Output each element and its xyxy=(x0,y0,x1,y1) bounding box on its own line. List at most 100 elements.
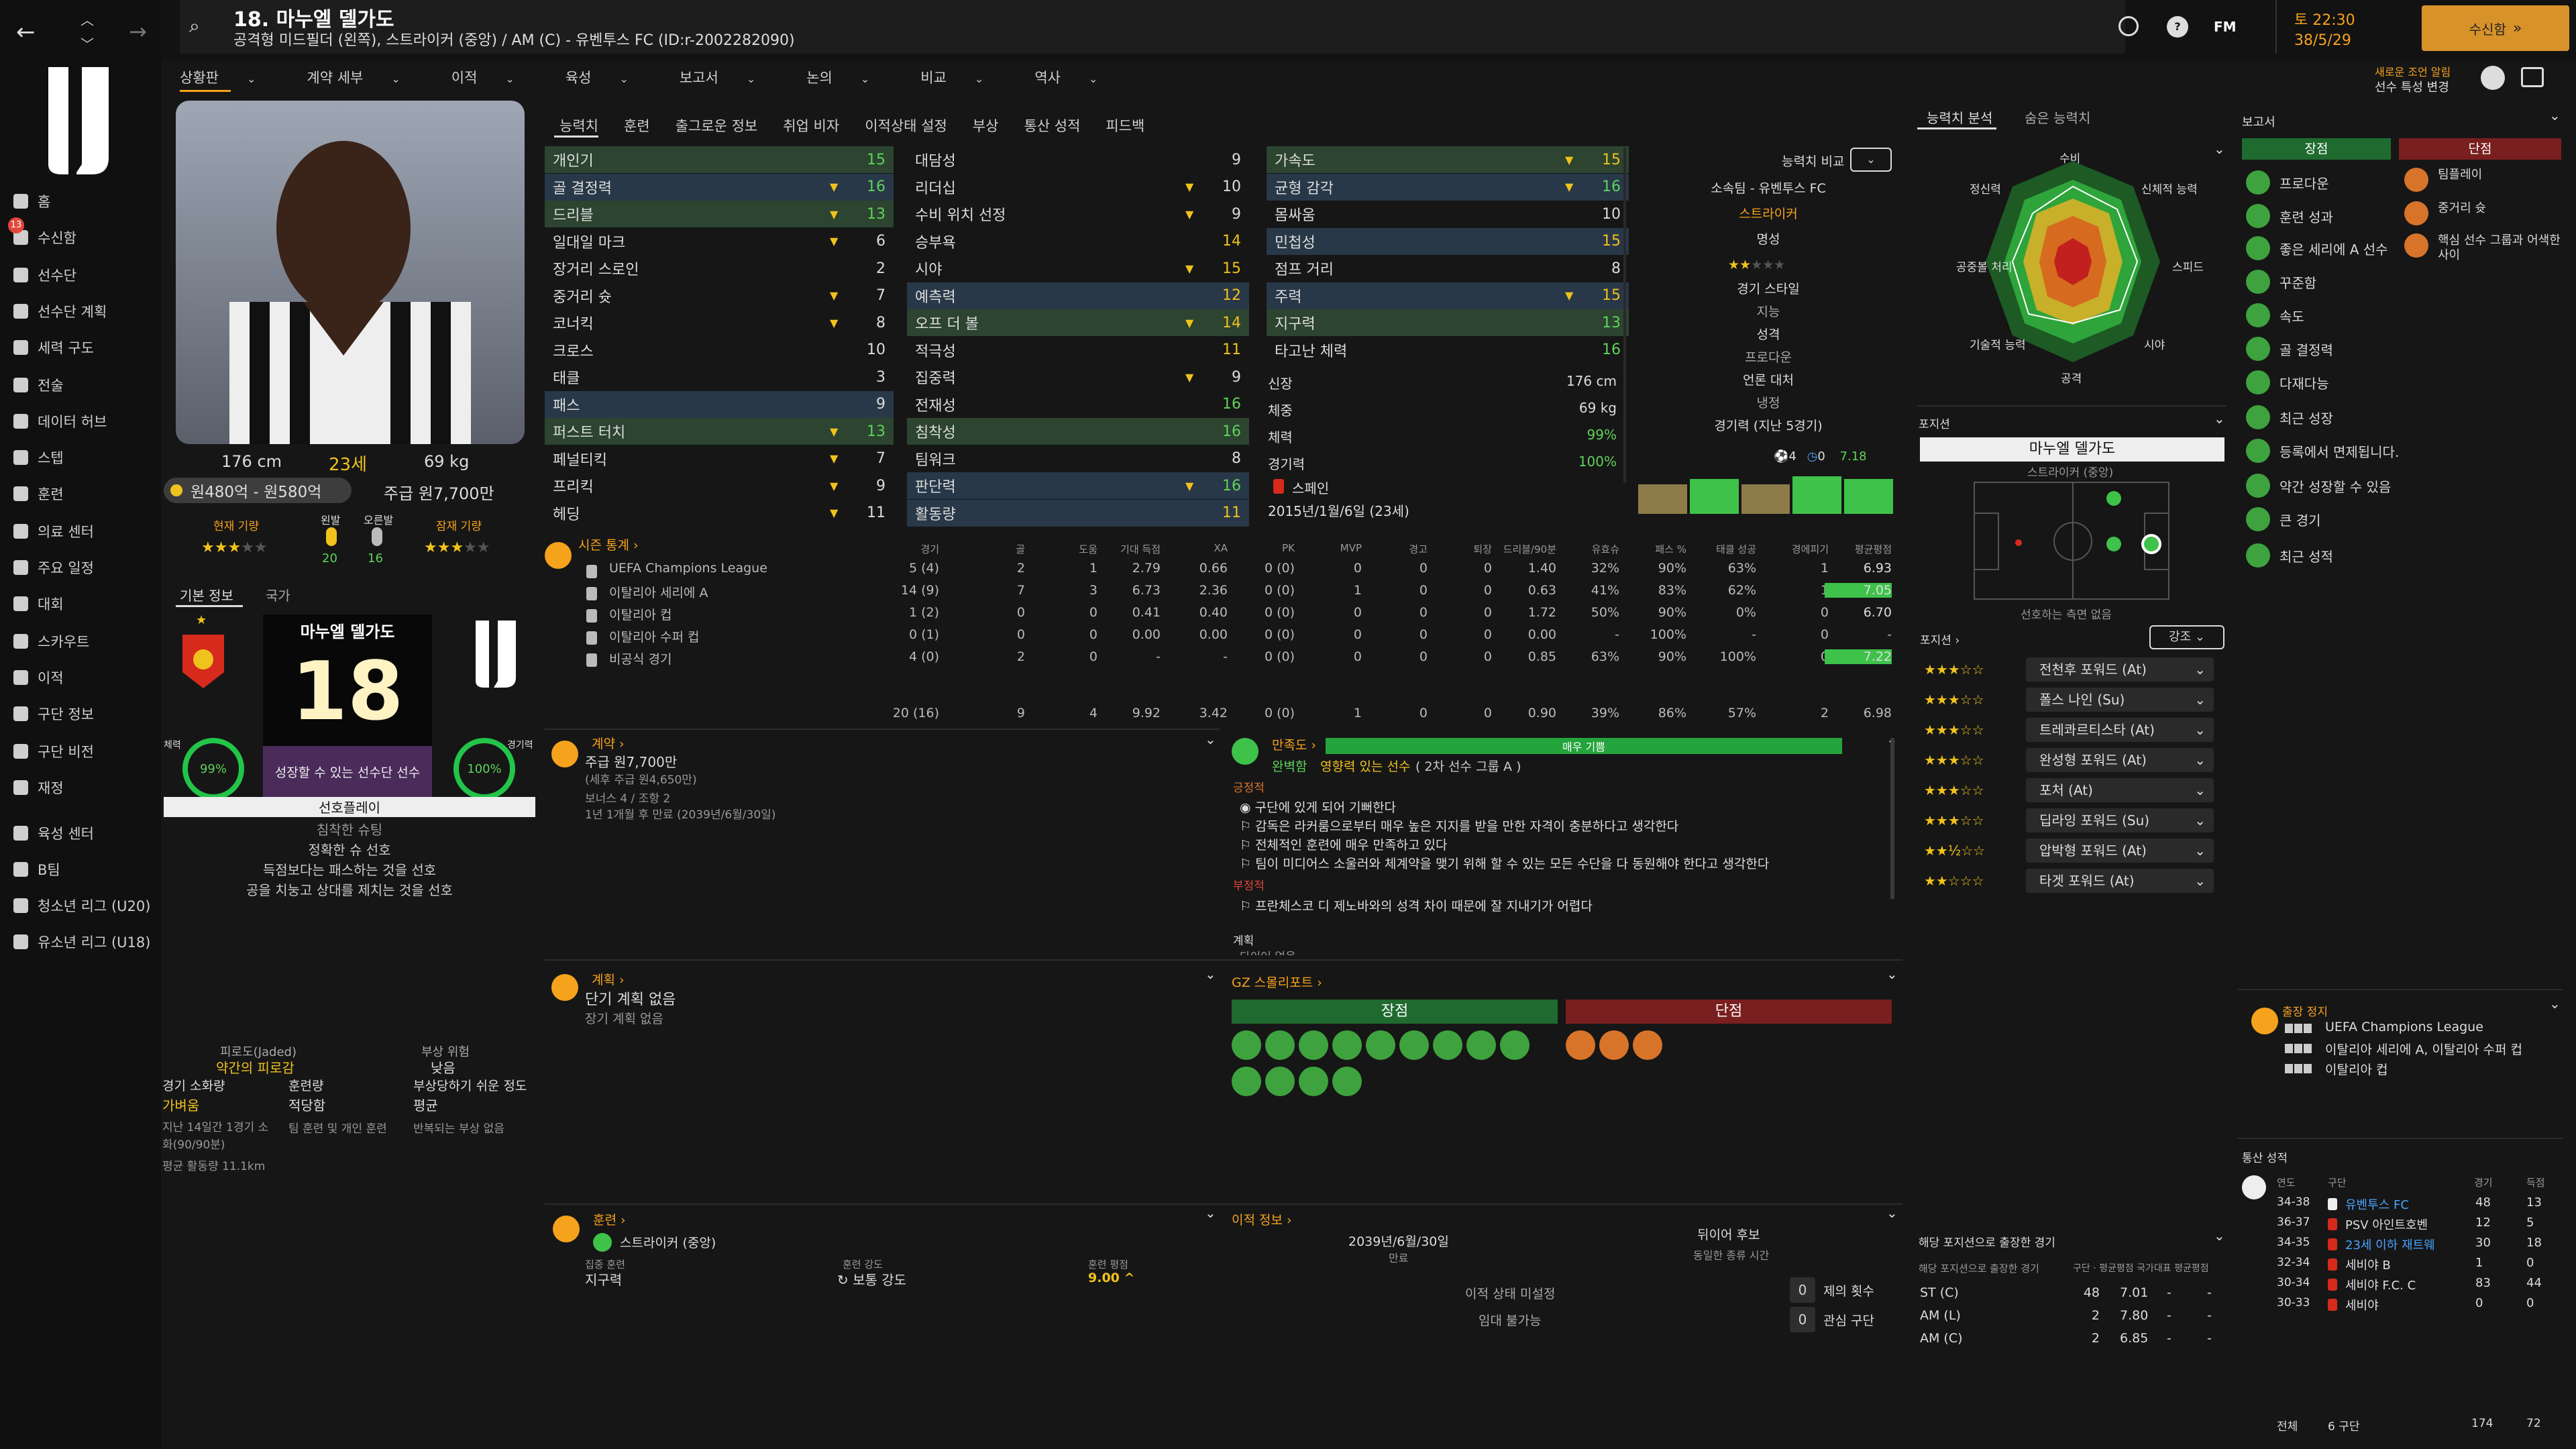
attribute-row[interactable]: 태클 3 xyxy=(545,364,894,390)
transfer-chevron-icon[interactable]: ⌄ xyxy=(1886,1205,1898,1221)
tab-main-6[interactable]: 비교 ⌄ xyxy=(920,67,1009,87)
attribute-row[interactable]: 승부욕 14 xyxy=(907,228,1249,255)
report-pro-item[interactable]: 프로다운 xyxy=(2246,168,2329,197)
globe-icon[interactable] xyxy=(2118,16,2139,36)
stats-header[interactable]: 드리블/90분 xyxy=(1503,543,1556,555)
tab-main-5[interactable]: 논의 ⌄ xyxy=(806,67,895,87)
sidebar-item-11[interactable]: 대회 xyxy=(13,590,64,617)
tab-main-3[interactable]: 육성 ⌄ xyxy=(566,67,654,87)
stats-comp[interactable]: 이탈리아 컵 xyxy=(609,608,672,623)
role-row[interactable]: ★★★☆☆ 완성형 포워드 (At) ⌄ xyxy=(1919,748,2227,775)
notice-line2[interactable]: 선수 특성 변경 xyxy=(2375,80,2449,95)
tab-basic-info[interactable]: 기본 정보 xyxy=(180,588,233,604)
attribute-row[interactable]: 프리킥 ▼ 9 xyxy=(545,472,894,499)
contract-chevron-icon[interactable]: ⌄ xyxy=(1205,731,1216,747)
back-icon[interactable]: ← xyxy=(16,19,36,46)
sidebar-item-2[interactable]: 선수단 xyxy=(13,262,76,288)
training-title[interactable]: 훈련 › xyxy=(593,1213,626,1228)
role-label[interactable]: 타겟 포워드 (At) ⌄ xyxy=(2026,869,2214,893)
report-pro-item[interactable]: 훈련 성과 xyxy=(2246,201,2333,231)
attribute-row[interactable]: 장거리 스로인 2 xyxy=(545,255,894,282)
attribute-row[interactable]: 개인기 15 xyxy=(545,146,894,173)
career-club[interactable]: PSV 아인트호벤 xyxy=(2345,1218,2428,1232)
career-club[interactable]: 세비야 F.C. C xyxy=(2345,1279,2416,1293)
career-club[interactable]: 유벤투스 FC xyxy=(2345,1198,2409,1212)
stats-comp[interactable]: UEFA Champions League xyxy=(609,561,767,576)
attribute-row[interactable]: 가속도 ▼ 15 xyxy=(1267,146,1629,173)
stats-header[interactable]: 경에피기 xyxy=(1791,543,1829,555)
report-pro-item[interactable]: 최근 성적 xyxy=(2246,541,2333,570)
career-club[interactable]: 23세 이하 재트웨 xyxy=(2345,1238,2435,1252)
down-icon[interactable]: ﹀ xyxy=(80,36,94,52)
plan-chevron-icon[interactable]: ⌄ xyxy=(1205,966,1216,982)
report-chevron-icon[interactable]: ⌄ xyxy=(2549,107,2561,123)
report-pro-item[interactable]: 약간 성장할 수 있음 xyxy=(2246,471,2391,500)
notification-icon[interactable] xyxy=(2481,66,2505,90)
report-pro-item[interactable]: 다재다능 xyxy=(2246,368,2329,397)
attribute-row[interactable]: 골 결정력 ▼ 16 xyxy=(545,173,894,201)
help-icon[interactable]: ? xyxy=(2167,16,2188,38)
transfer-title[interactable]: 이적 정보 › xyxy=(1232,1213,1292,1228)
role-row[interactable]: ★★½☆☆ 압박형 포워드 (At) ⌄ xyxy=(1919,839,2227,865)
attribute-row[interactable]: 점프 거리 8 xyxy=(1267,255,1629,282)
forward-icon[interactable]: → xyxy=(129,19,147,44)
sidebar-item-0[interactable]: 홈 xyxy=(13,188,50,215)
role-label[interactable]: 전천후 포워드 (At) ⌄ xyxy=(2026,657,2214,682)
report-con-item[interactable]: 중거리 슛 xyxy=(2404,201,2563,231)
career-club[interactable]: 세비야 B xyxy=(2345,1258,2391,1273)
role-row[interactable]: ★★★☆☆ 딥라잉 포워드 (Su) ⌄ xyxy=(1919,808,2227,835)
role-row[interactable]: ★★★☆☆ 폴스 나인 (Su) ⌄ xyxy=(1919,688,2227,714)
attribute-row[interactable]: 시야 ▼ 15 xyxy=(907,255,1249,282)
attribute-row[interactable]: 판단력 ▼ 16 xyxy=(907,472,1249,499)
contract-title[interactable]: 계약 › xyxy=(592,737,625,751)
sidebar-item-4[interactable]: 세력 구도 xyxy=(13,334,94,361)
attribute-row[interactable]: 균형 감각 ▼ 16 xyxy=(1267,173,1629,201)
stats-comp[interactable]: 비공식 경기 xyxy=(609,652,672,667)
tab-sub-1[interactable]: 훈련 xyxy=(623,118,650,134)
attribute-row[interactable]: 몸싸움 10 xyxy=(1267,201,1629,227)
tab-main-2[interactable]: 이적 ⌄ xyxy=(451,67,540,87)
role-label[interactable]: 폴스 나인 (Su) ⌄ xyxy=(2026,688,2214,712)
tab-sub-2[interactable]: 출그로운 정보 xyxy=(675,118,758,134)
satisfaction-title[interactable]: 만족도 › xyxy=(1272,738,1317,753)
fm-logo[interactable]: FM xyxy=(2214,19,2237,35)
sidebar-item-13[interactable]: 이적 xyxy=(13,664,64,691)
sidebar-item-14[interactable]: 구단 정보 xyxy=(13,700,94,727)
report-pro-item[interactable]: 큰 경기 xyxy=(2246,504,2321,534)
sidebar-item-15[interactable]: 구단 비전 xyxy=(13,738,94,765)
role-label[interactable]: 완성형 포워드 (At) ⌄ xyxy=(2026,748,2214,772)
attribute-row[interactable]: 퍼스트 터치 ▼ 13 xyxy=(545,418,894,445)
attribute-row[interactable]: 주력 ▼ 15 xyxy=(1267,282,1629,309)
stats-title[interactable]: 시즌 통계 › xyxy=(578,538,639,553)
role-label[interactable]: 트레콰르티스타 (At) ⌄ xyxy=(2026,718,2214,742)
sidebar-item-3[interactable]: 선수단 계획 xyxy=(13,298,107,325)
tab-main-7[interactable]: 역사 ⌄ xyxy=(1034,67,1123,87)
stats-header[interactable]: 기대 득점 xyxy=(1120,543,1161,555)
stats-header[interactable]: 퇴장 xyxy=(1473,543,1492,555)
sidebar-item-8[interactable]: 훈련 xyxy=(13,480,64,507)
tab-main-1[interactable]: 계약 세부 ⌄ xyxy=(307,67,425,87)
tab-hidden-attrs[interactable]: 숨은 능력치 xyxy=(2025,110,2091,126)
attribute-row[interactable]: 예측력 12 xyxy=(907,282,1249,309)
sidebar-item-7[interactable]: 스텝 xyxy=(13,444,64,471)
tab-nation[interactable]: 국가 xyxy=(266,588,290,604)
report-pro-item[interactable]: 골 결정력 xyxy=(2246,334,2333,364)
attribute-row[interactable]: 코너킥 ▼ 8 xyxy=(545,309,894,336)
tab-sub-3[interactable]: 취업 비자 xyxy=(783,118,840,134)
sidebar-item-18[interactable]: B팀 xyxy=(13,856,60,883)
tab-main-0[interactable]: 상황판 ⌄ xyxy=(180,67,281,87)
tab-sub-7[interactable]: 피드백 xyxy=(1106,118,1145,134)
sidebar-item-17[interactable]: 육성 센터 xyxy=(13,820,94,847)
suspension-chevron-icon[interactable]: ⌄ xyxy=(2549,996,2561,1012)
screen-icon[interactable] xyxy=(2521,67,2544,87)
sidebar-item-6[interactable]: 데이터 허브 xyxy=(13,408,107,435)
stats-header[interactable]: 태클 성공 xyxy=(1716,543,1756,555)
scout-chevron-icon[interactable]: ⌄ xyxy=(1886,966,1898,982)
attribute-row[interactable]: 활동량 11 xyxy=(907,499,1249,527)
tab-main-4[interactable]: 보고서 ⌄ xyxy=(680,67,781,87)
sidebar-item-5[interactable]: 전술 xyxy=(13,372,64,398)
attribute-row[interactable]: 대담성 9 xyxy=(907,146,1249,173)
stats-header[interactable]: 도움 xyxy=(1079,543,1097,555)
tab-sub-5[interactable]: 부상 xyxy=(972,118,999,134)
stats-comp[interactable]: 이탈리아 세리에 A xyxy=(609,586,708,600)
